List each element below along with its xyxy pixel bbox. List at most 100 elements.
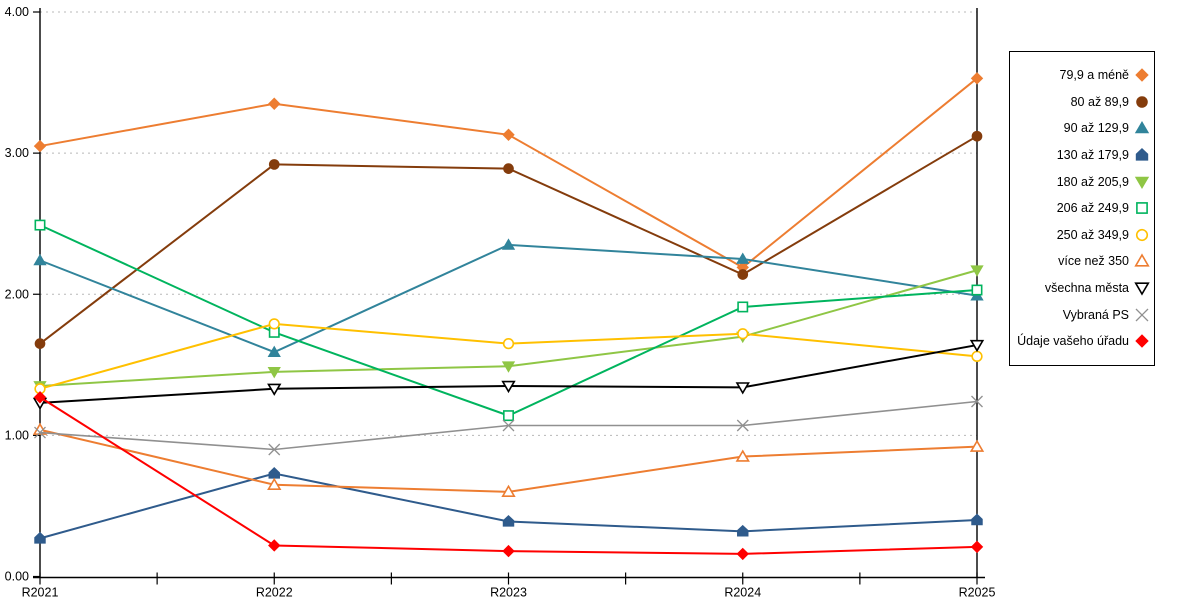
legend-label: 80 až 89,9	[1070, 94, 1129, 109]
legend-item: 130 až 179,9	[1016, 142, 1150, 169]
series-2	[34, 130, 983, 349]
legend-item: 90 až 129,9	[1016, 115, 1150, 142]
triangle-marker	[1134, 121, 1150, 134]
triangle-marker	[267, 345, 281, 358]
triangle-marker	[501, 238, 516, 250]
triangle-marker	[736, 252, 750, 264]
legend-item: 80 až 89,9	[1016, 89, 1150, 116]
x-marker	[1135, 308, 1149, 322]
circle-marker	[971, 350, 983, 362]
triangle-down-marker	[1134, 282, 1150, 296]
triangle-marker	[33, 253, 47, 266]
diamond-marker	[33, 139, 47, 153]
series-6	[34, 219, 983, 422]
series-4	[34, 467, 983, 544]
y-tick-label: 0.00	[5, 570, 29, 584]
x-tick-label: R2022	[256, 586, 293, 600]
x-tick-label: R2023	[490, 586, 527, 600]
y-tick-label: 1.00	[5, 428, 29, 442]
triangle-down-marker	[267, 366, 281, 379]
diamond-marker	[33, 391, 47, 404]
square-marker	[503, 410, 514, 422]
triangle-marker	[969, 439, 985, 452]
legend-label: 250 až 349,9	[1056, 227, 1129, 242]
legend-item: 206 až 249,9	[1016, 195, 1150, 222]
pentagon-marker	[1135, 148, 1149, 161]
triangle-marker	[501, 484, 516, 498]
legend-label: Údaje vašeho úřadu	[1017, 334, 1129, 349]
circle-marker	[737, 269, 749, 280]
legend-label: 79,9 a méně	[1059, 68, 1130, 83]
square-legend-icon	[1136, 202, 1148, 215]
diamond-marker	[970, 72, 984, 85]
x-marker	[502, 419, 515, 432]
pentagon-marker	[268, 467, 280, 479]
series-10	[34, 395, 983, 456]
series-line	[39, 428, 978, 493]
diamond-marker	[502, 544, 515, 558]
chart-legend: 79,9 a méně 80 až 89,9 90 až 129,9 130 až 1…	[1009, 51, 1155, 366]
diamond-marker	[502, 128, 515, 141]
series-5	[33, 265, 984, 393]
triangle-marker	[267, 477, 282, 490]
circle-legend-icon	[1135, 228, 1149, 241]
series-9	[32, 339, 985, 411]
triangle-down-marker	[1134, 176, 1150, 189]
triangle-down-marker	[969, 339, 985, 353]
diamond-marker	[970, 540, 984, 554]
legend-label: více než 350	[1058, 254, 1129, 269]
circle-marker	[502, 338, 515, 350]
square-marker	[971, 284, 983, 296]
triangle-legend-icon	[1134, 121, 1150, 134]
x-marker	[971, 395, 983, 408]
legend-item: 79,9 a méně	[1016, 62, 1150, 89]
y-tick-label: 2.00	[5, 287, 29, 301]
circle-marker	[1135, 228, 1149, 241]
legend-label: 130 až 179,9	[1056, 148, 1129, 163]
circle-marker	[268, 318, 280, 330]
diamond-marker	[268, 97, 281, 110]
diamond-legend-icon	[1135, 334, 1149, 348]
diamond-marker	[268, 539, 281, 552]
legend-item: 180 až 205,9	[1016, 168, 1150, 195]
legend-label: všechna města	[1044, 281, 1129, 296]
pentagon-marker	[502, 514, 515, 527]
triangle-marker	[735, 449, 750, 462]
legend-item: 250 až 349,9	[1016, 222, 1150, 249]
triangle-down-marker	[735, 382, 750, 395]
y-tick-label: 4.00	[5, 5, 29, 19]
circle-marker	[34, 338, 46, 349]
circle-marker	[1136, 96, 1148, 108]
x-legend-icon	[1135, 308, 1149, 322]
legend-label: 90 až 129,9	[1063, 121, 1129, 136]
x-tick-label: R2025	[959, 586, 996, 600]
square-marker	[1136, 202, 1148, 215]
diamond-legend-icon	[1135, 68, 1149, 83]
diamond-marker	[1135, 68, 1149, 83]
circle-marker	[971, 130, 983, 142]
x-tick-label: R2021	[22, 586, 59, 600]
series-line	[39, 322, 978, 390]
circle-marker	[737, 328, 749, 340]
circle-marker	[268, 159, 280, 170]
y-tick-label: 3.00	[5, 146, 29, 160]
x-marker	[268, 443, 281, 456]
x-marker	[34, 426, 46, 439]
series-11	[33, 391, 984, 561]
triangle-down-marker	[267, 383, 282, 396]
triangle-marker	[1134, 253, 1150, 268]
square-marker	[34, 219, 46, 231]
diamond-marker	[1135, 334, 1149, 348]
legend-label: Vybraná PS	[1062, 307, 1129, 322]
square-marker	[737, 301, 749, 313]
legend-item: Vybraná PS	[1016, 301, 1150, 328]
triangle-legend-icon	[1134, 253, 1150, 268]
pentagon-legend-icon	[1135, 148, 1149, 161]
triangle-down-marker	[970, 265, 984, 277]
series-line	[39, 344, 978, 404]
series-line	[39, 243, 978, 354]
series-1	[33, 72, 984, 274]
legend-item: Údaje vašeho úřadu	[1016, 328, 1150, 355]
legend-label: 180 až 205,9	[1056, 174, 1129, 189]
